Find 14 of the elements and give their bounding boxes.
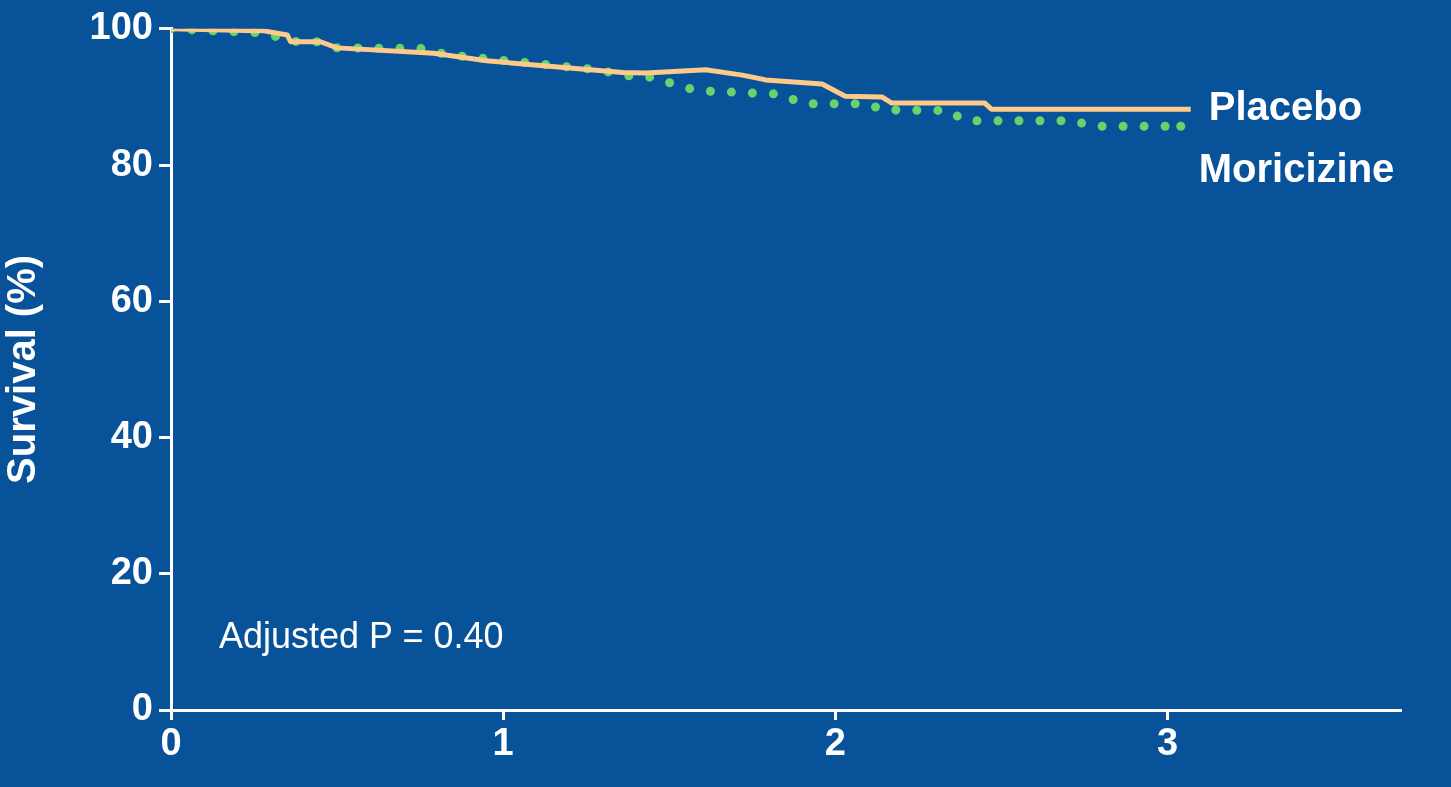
- y-tick-label: 60: [110, 277, 153, 320]
- series-label: Moricizine: [1198, 146, 1395, 191]
- y-tick-label: 20: [110, 550, 153, 593]
- y-tick-label: 100: [89, 5, 153, 48]
- y-axis-title: Survival (%): [0, 254, 44, 484]
- y-tick-label: 40: [110, 414, 153, 456]
- y-tick-label: 0: [131, 686, 153, 729]
- x-tick-label: 2: [824, 721, 846, 764]
- annotation: Adjusted P = 0.40: [219, 615, 504, 656]
- y-tick-label: 80: [110, 141, 153, 184]
- x-tick-label: 1: [492, 721, 514, 764]
- series-label: Placebo: [1208, 84, 1363, 129]
- x-tick-label: 3: [1156, 721, 1179, 764]
- x-tick-label: 0: [160, 721, 182, 764]
